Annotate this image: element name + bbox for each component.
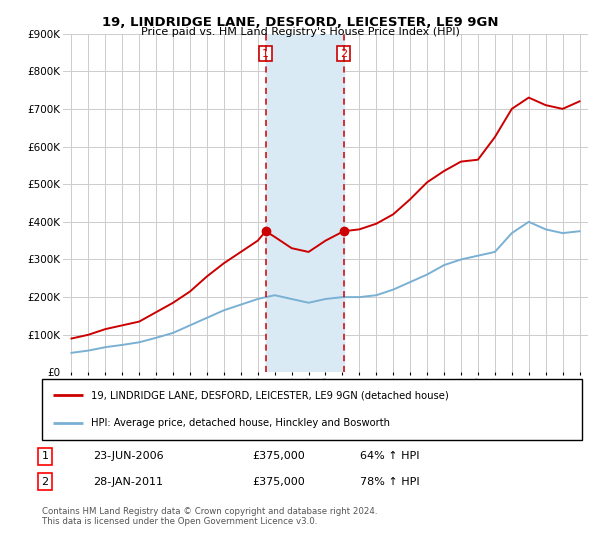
Text: £375,000: £375,000 [252, 451, 305, 461]
Text: 19, LINDRIDGE LANE, DESFORD, LEICESTER, LE9 9GN (detached house): 19, LINDRIDGE LANE, DESFORD, LEICESTER, … [91, 390, 448, 400]
Text: HPI: Average price, detached house, Hinckley and Bosworth: HPI: Average price, detached house, Hinc… [91, 418, 389, 428]
Bar [266, 34, 344, 372]
Text: £375,000: £375,000 [252, 477, 305, 487]
Text: Contains HM Land Registry data © Crown copyright and database right 2024.
This d: Contains HM Land Registry data © Crown c… [42, 507, 377, 526]
Text: 28-JAN-2011: 28-JAN-2011 [93, 477, 163, 487]
Text: 1: 1 [41, 451, 49, 461]
Text: 78% ↑ HPI: 78% ↑ HPI [360, 477, 419, 487]
Text: 19, LINDRIDGE LANE, DESFORD, LEICESTER, LE9 9GN: 19, LINDRIDGE LANE, DESFORD, LEICESTER, … [102, 16, 498, 29]
Text: Price paid vs. HM Land Registry's House Price Index (HPI): Price paid vs. HM Land Registry's House … [140, 27, 460, 37]
FancyBboxPatch shape [42, 379, 582, 440]
Text: 1: 1 [262, 49, 269, 59]
Text: 2: 2 [340, 49, 347, 59]
Text: 23-JUN-2006: 23-JUN-2006 [93, 451, 164, 461]
Text: 64% ↑ HPI: 64% ↑ HPI [360, 451, 419, 461]
Text: 2: 2 [41, 477, 49, 487]
